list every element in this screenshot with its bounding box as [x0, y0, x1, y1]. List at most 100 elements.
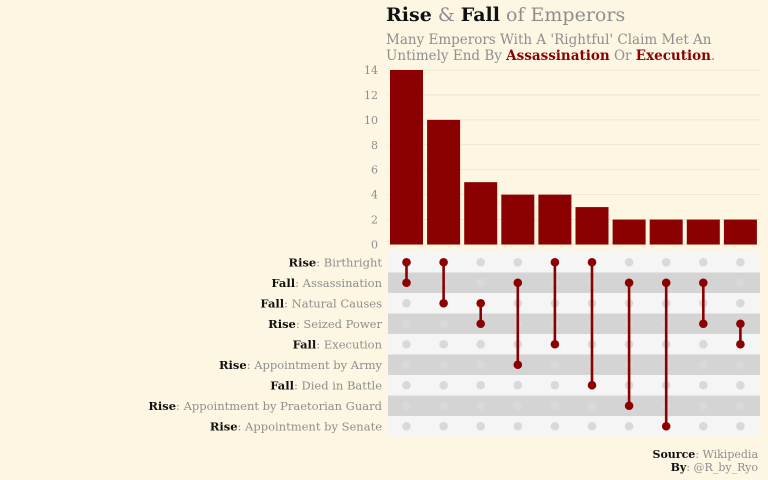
set-label-name: : Natural Causes [284, 296, 382, 310]
matrix-dot-active [587, 380, 597, 390]
matrix-dot-inactive [550, 380, 560, 390]
matrix-dot-inactive [736, 298, 745, 308]
matrix-dot-inactive [476, 421, 486, 431]
matrix-dot-inactive [402, 319, 411, 329]
chart-subtitle: Many Emperors With A 'Rightful' Claim Me… [386, 32, 766, 64]
matrix-dot-inactive [439, 339, 448, 349]
matrix-dot-inactive [402, 360, 411, 370]
matrix-dot-inactive [736, 360, 745, 370]
matrix-dot-inactive [402, 421, 411, 431]
set-label-prefix: Rise [148, 399, 176, 413]
matrix-dot-active [550, 339, 560, 349]
set-label-prefix: Rise [210, 419, 238, 433]
matrix-dot-inactive [439, 319, 448, 329]
matrix-row-stripe [388, 252, 760, 273]
title-amp: & [431, 4, 461, 26]
matrix-dot-inactive [439, 421, 448, 431]
set-label-prefix: Fall [260, 296, 284, 310]
y-tick-label: 4 [371, 189, 378, 202]
author-value: : @R_by_Ryo [686, 461, 758, 474]
set-label: Rise: Appointment by Senate [210, 419, 382, 433]
matrix-dot-inactive [736, 401, 745, 411]
matrix-dot-active [661, 421, 671, 431]
matrix-dot-inactive [736, 421, 745, 431]
set-label-name: : Appointment by Praetorian Guard [176, 399, 383, 413]
matrix-dot-inactive [513, 380, 523, 390]
title-fall: Fall [460, 4, 500, 26]
subtitle-end: . [710, 48, 716, 64]
matrix-dot-inactive [699, 257, 708, 267]
matrix-dot-active [439, 257, 448, 267]
set-label-prefix: Rise [268, 317, 296, 331]
matrix-dot-inactive [736, 380, 745, 390]
bar [390, 70, 423, 245]
matrix-dot-inactive [699, 401, 708, 411]
set-label-prefix: Rise [289, 255, 317, 269]
matrix-dot-inactive [476, 278, 486, 288]
set-label-name: : Execution [316, 337, 382, 351]
title-rest: of Emperors [500, 4, 626, 26]
bar [575, 207, 609, 245]
matrix-dot-inactive [402, 401, 411, 411]
matrix-dot-active [439, 298, 448, 308]
matrix-dot-active [699, 278, 708, 288]
matrix-dot-inactive [624, 421, 634, 431]
set-label-prefix: Fall [271, 276, 295, 290]
subtitle-highlight-assassination: Assassination [506, 48, 610, 64]
bar [686, 219, 720, 245]
bar [612, 219, 646, 245]
matrix-dot-active [513, 278, 523, 288]
author-label: By [670, 461, 687, 474]
matrix-dot-inactive [439, 360, 448, 370]
subtitle-highlight-execution: Execution [635, 48, 711, 64]
matrix-dot-inactive [550, 421, 560, 431]
matrix-dot-active [476, 319, 486, 329]
y-tick-label: 8 [371, 139, 378, 152]
set-label: Fall: Execution [293, 337, 383, 351]
subtitle-mid: Or [609, 48, 636, 64]
matrix-dot-active [550, 257, 560, 267]
matrix-dot-inactive [476, 339, 486, 349]
set-label-prefix: Fall [270, 378, 294, 392]
y-tick-label: 14 [364, 64, 378, 77]
set-label-prefix: Fall [293, 337, 317, 351]
matrix-dot-inactive [476, 257, 486, 267]
matrix-dot-inactive [587, 401, 597, 411]
chart-caption: Source: Wikipedia By: @R_by_Ryo [653, 448, 758, 474]
matrix-dot-inactive [736, 257, 745, 267]
matrix-dot-inactive [439, 380, 448, 390]
matrix-dot-active [624, 278, 634, 288]
matrix-dot-inactive [699, 421, 708, 431]
set-label-name: : Assassination [295, 276, 382, 290]
matrix-dot-inactive [661, 257, 671, 267]
chart-title: Rise & Fall of Emperors [386, 4, 625, 26]
set-label-prefix: Rise [219, 358, 247, 372]
matrix-dot-inactive [513, 401, 523, 411]
set-label: Rise: Birthright [289, 255, 383, 269]
matrix-dot-inactive [736, 278, 745, 288]
matrix-dot-inactive [476, 380, 486, 390]
matrix-dot-inactive [476, 401, 486, 411]
source-label: Source [652, 448, 696, 461]
y-tick-label: 2 [371, 214, 378, 227]
subtitle-part1: Many Emperors With A 'Rightful' Claim Me… [386, 32, 712, 64]
set-label-name: : Seized Power [296, 317, 383, 331]
matrix-dot-active [736, 319, 745, 329]
set-label-name: : Appointment by Senate [238, 419, 383, 433]
set-label: Rise: Appointment by Praetorian Guard [148, 399, 382, 413]
matrix-dot-active [624, 401, 634, 411]
matrix-dot-active [736, 339, 745, 349]
bar [501, 194, 535, 245]
set-label: Fall: Died in Battle [270, 378, 382, 392]
bar [649, 219, 683, 245]
bar [464, 182, 498, 245]
set-label-name: : Died in Battle [294, 378, 382, 392]
matrix-dot-inactive [402, 380, 411, 390]
matrix-dot-inactive [699, 360, 708, 370]
y-tick-label: 10 [364, 114, 378, 127]
set-label: Rise: Appointment by Army [219, 358, 383, 372]
y-tick-label: 0 [371, 239, 378, 252]
y-tick-label: 12 [364, 89, 378, 102]
matrix-dot-inactive [513, 421, 523, 431]
